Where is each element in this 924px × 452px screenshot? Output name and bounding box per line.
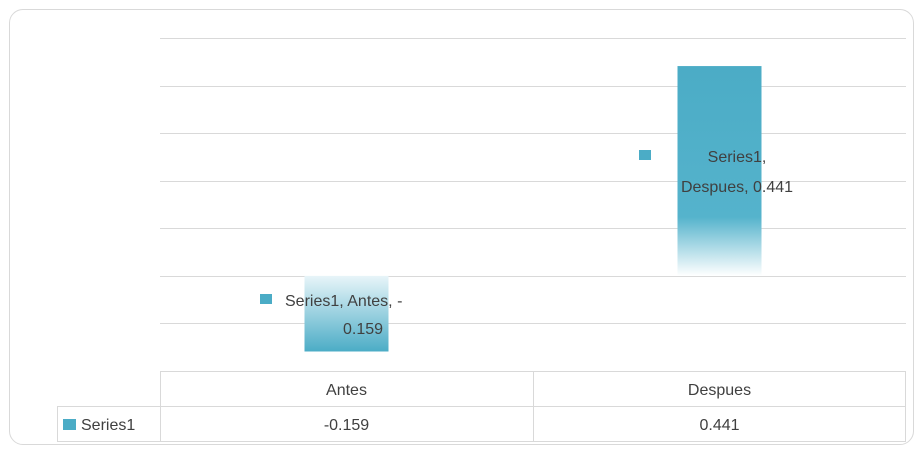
table-row-label: Series1 [81, 417, 135, 434]
data-label: Series1, [708, 149, 767, 166]
data-label: 0.159 [343, 321, 383, 338]
bar-antes[interactable] [304, 275, 389, 352]
table-header-cell: Despues [688, 382, 751, 399]
chart-frame [9, 9, 914, 445]
table-value-cell: -0.159 [324, 417, 369, 434]
legend-key [63, 419, 76, 430]
table-header-cell: Antes [326, 382, 367, 399]
table-value-cell: 0.441 [699, 417, 739, 434]
bar-despues[interactable] [677, 66, 762, 276]
data-label: Despues, 0.441 [681, 179, 793, 196]
data-label-key [639, 150, 651, 160]
data-label-key [260, 294, 272, 304]
data-label: Series1, Antes, - [285, 293, 402, 310]
